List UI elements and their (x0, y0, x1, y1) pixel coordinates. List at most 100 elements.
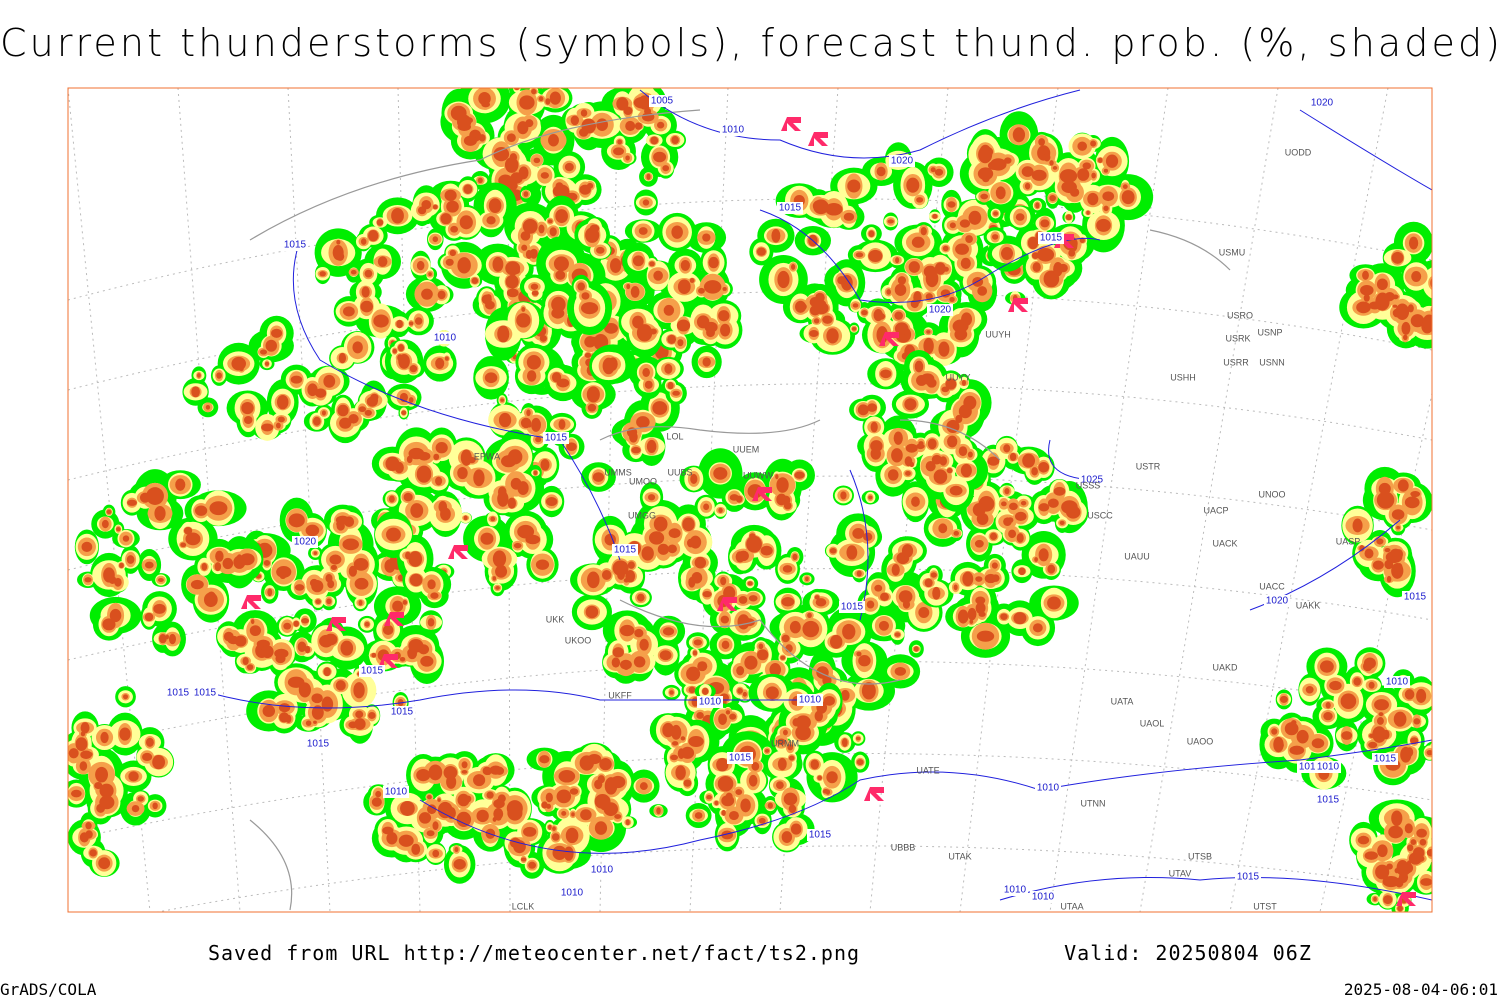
station-code: UMOO (629, 476, 657, 486)
probability-shade (886, 289, 891, 295)
coastline (249, 109, 701, 241)
probability-shade (813, 299, 827, 309)
probability-shade (315, 599, 321, 605)
probability-shade (581, 118, 597, 134)
probability-shade (586, 386, 600, 403)
isobar-label: 1010 (699, 697, 722, 708)
probability-shade (617, 570, 625, 580)
probability-shade (500, 398, 505, 402)
probability-shade (332, 244, 344, 261)
probability-shade (947, 201, 956, 208)
probability-shade (781, 634, 790, 643)
probability-shade (586, 182, 594, 189)
probability-shade (721, 809, 726, 816)
station-code: EPWA (474, 451, 500, 461)
probability-shade (371, 797, 382, 807)
probability-shade (686, 666, 701, 682)
probability-shade (639, 638, 649, 651)
probability-shade (977, 167, 994, 181)
probability-shade (609, 258, 622, 273)
isobar-label: 1015 (284, 240, 307, 251)
probability-shade (623, 106, 633, 116)
probability-shade (531, 417, 541, 432)
probability-shade (396, 319, 403, 329)
probability-shade (1032, 262, 1041, 273)
probability-shade (780, 655, 786, 660)
probability-shade (558, 419, 566, 430)
probability-shade (852, 527, 865, 539)
isobar-label: 1015 (391, 707, 414, 718)
probability-shade (1375, 864, 1390, 880)
coastline (249, 819, 293, 911)
probability-shade (1097, 157, 1103, 163)
isobar-label: 1015 (1317, 795, 1340, 806)
probability-shade (646, 173, 651, 180)
isobar-label: 1015 (194, 688, 217, 699)
probability-shade (432, 821, 439, 831)
probability-shade (760, 545, 773, 556)
probability-shade (523, 826, 537, 837)
probability-shade (497, 794, 506, 803)
probability-shade (1407, 304, 1414, 313)
probability-shade (955, 414, 963, 424)
station-code: USMU (1219, 247, 1246, 257)
probability-shade (321, 696, 334, 712)
probability-shade (406, 455, 413, 464)
probability-shade (702, 687, 709, 695)
probability-shade (938, 341, 950, 357)
graticule (1049, 88, 1169, 912)
probability-shade (868, 495, 873, 500)
probability-shade (847, 179, 861, 193)
probability-shade (353, 682, 365, 699)
probability-shade (612, 647, 624, 658)
probability-shade (657, 121, 665, 129)
isobar-label: 1015 (1040, 233, 1063, 244)
station-code: UTAK (948, 851, 971, 861)
probability-shade (519, 95, 535, 110)
probability-shade (810, 759, 819, 770)
probability-shade (923, 337, 934, 355)
probability-shade (495, 565, 508, 578)
probability-shade (558, 770, 576, 783)
probability-shade (596, 246, 605, 254)
probability-shade (897, 276, 907, 285)
probability-shade (975, 602, 986, 615)
probability-shade (1372, 726, 1387, 743)
probability-shade (290, 375, 303, 384)
probability-shade (407, 650, 412, 655)
probability-shade (894, 322, 909, 336)
probability-shade (1284, 722, 1299, 736)
probability-shade (545, 792, 553, 803)
probability-shade (354, 577, 369, 590)
isobar-label: 1005 (651, 96, 674, 107)
probability-shade (642, 367, 650, 377)
probability-shade (1279, 695, 1288, 703)
probability-shade (512, 267, 521, 275)
probability-shade (1008, 529, 1017, 539)
probability-shade (604, 323, 618, 334)
probability-shade (934, 168, 944, 176)
probability-shade (1372, 560, 1384, 570)
probability-shade (1047, 498, 1059, 508)
probability-shade (813, 318, 820, 324)
station-code: USHH (1170, 372, 1196, 382)
probability-shade (667, 334, 677, 345)
probability-shade (604, 533, 616, 546)
probability-shade (521, 244, 528, 251)
probability-shade (507, 497, 516, 509)
isobar-label: 1020 (294, 537, 317, 548)
probability-shade (1394, 867, 1400, 874)
probability-shade (293, 620, 299, 627)
probability-shade (1102, 191, 1115, 202)
probability-shade (693, 639, 703, 646)
probability-shade (596, 118, 609, 132)
isobar-label: 1010 (1037, 783, 1060, 794)
probability-shade (102, 618, 116, 631)
probability-shade (420, 655, 434, 667)
probability-shade (506, 133, 516, 143)
probability-shade (625, 120, 636, 132)
probability-shade (887, 469, 899, 481)
probability-shade (80, 750, 92, 759)
probability-shade (94, 781, 103, 790)
probability-shade (823, 695, 835, 706)
